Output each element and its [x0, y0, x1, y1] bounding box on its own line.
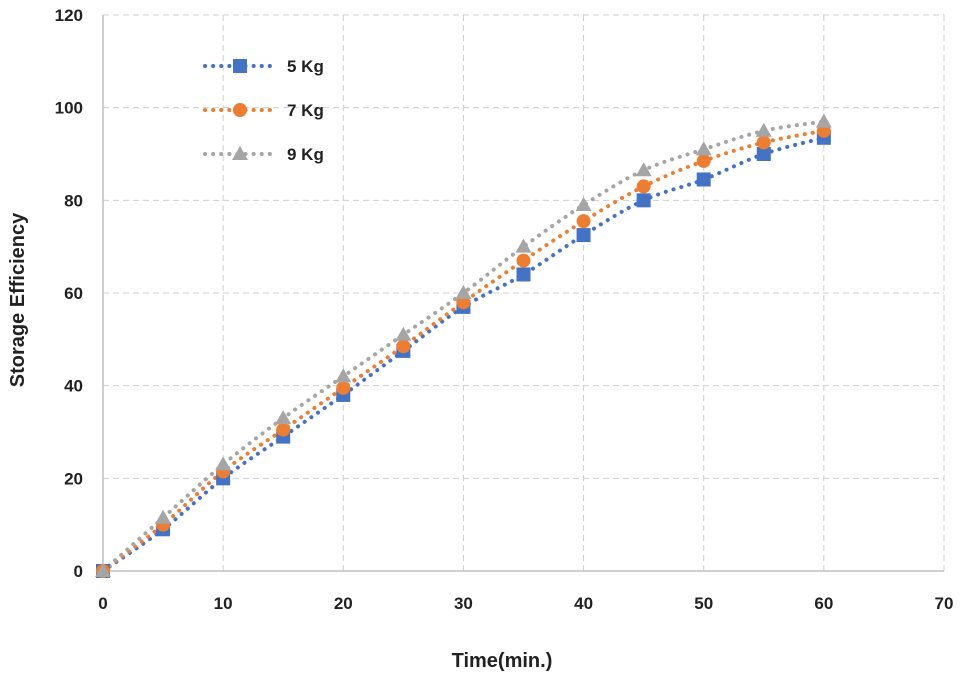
x-tick-label: 30 [454, 594, 473, 613]
legend-label: 5 Kg [287, 57, 324, 76]
x-tick-label: 40 [574, 594, 593, 613]
y-tick-labels: 0 20 40 60 80 100 120 [55, 6, 83, 581]
data-point-9-kg [755, 122, 772, 137]
data-point-5-kg [516, 267, 531, 282]
data-point-7-kg [516, 253, 531, 268]
data-point-5-kg [576, 228, 591, 243]
legend-marker [232, 146, 248, 160]
data-point-9-kg [575, 196, 592, 211]
data-point-7-kg [576, 214, 591, 229]
data-point-7-kg [396, 339, 411, 354]
legend-marker [233, 59, 247, 73]
legend-label: 9 Kg [287, 145, 324, 164]
data-point-5-kg [756, 147, 771, 161]
data-point-7-kg [276, 422, 291, 437]
x-tick-labels: 0 10 20 30 40 50 60 70 [98, 594, 953, 613]
data-point-5-kg [636, 193, 651, 208]
y-tick-label: 100 [55, 99, 83, 118]
y-tick-label: 0 [74, 562, 83, 581]
legend-label: 7 Kg [287, 101, 324, 120]
x-tick-label: 20 [334, 594, 353, 613]
x-tick-label: 0 [98, 594, 107, 613]
axes [102, 15, 944, 572]
y-tick-label: 60 [64, 284, 83, 303]
y-tick-label: 80 [64, 191, 83, 210]
data-point-7-kg [696, 153, 711, 168]
data-point-9-kg [395, 326, 412, 341]
y-tick-label: 20 [64, 469, 83, 488]
data-point-9-kg [515, 238, 532, 253]
data-point-9-kg [455, 285, 472, 299]
x-axis-title: Time(min.) [452, 650, 553, 672]
data-point-7-kg [636, 179, 651, 194]
data-point-9-kg [335, 368, 352, 383]
data-point-9-kg [155, 509, 172, 524]
y-tick-label: 120 [55, 6, 83, 25]
x-tick-label: 60 [814, 594, 833, 613]
data-point-7-kg [756, 135, 771, 150]
x-tick-label: 50 [694, 594, 713, 613]
y-axis-title: Storage Efficiency [7, 212, 29, 387]
series-group [95, 113, 832, 578]
data-point-9-kg [215, 456, 232, 471]
y-tick-label: 40 [64, 377, 83, 396]
data-point-9-kg [95, 563, 111, 577]
data-point-9-kg [635, 162, 652, 177]
data-point-7-kg [336, 380, 351, 395]
x-tick-label: 10 [214, 594, 233, 613]
grid [103, 14, 945, 571]
data-point-9-kg [275, 410, 292, 425]
x-tick-label: 70 [935, 594, 954, 613]
data-point-9-kg [815, 113, 832, 128]
data-point-9-kg [695, 141, 712, 156]
data-point-5-kg [696, 172, 711, 187]
legend: 5 Kg 7 Kg 9 Kg [203, 57, 324, 164]
legend-marker [233, 103, 247, 117]
